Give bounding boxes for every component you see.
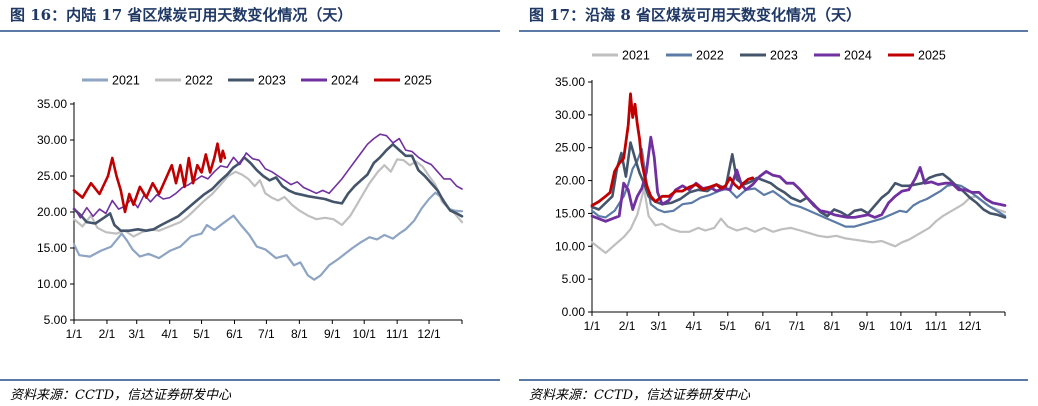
source-rule (519, 379, 1028, 381)
y-tick-label: 5.00 (44, 313, 68, 327)
y-tick-label: 15.00 (555, 206, 585, 220)
legend-label-2023: 2023 (770, 49, 798, 63)
x-tick-label: 3/1 (650, 319, 667, 333)
legend-label-2024: 2024 (331, 74, 359, 88)
x-tick-label: 3/1 (128, 327, 145, 341)
series-line-2025 (590, 92, 755, 207)
y-tick-label: 30.00 (555, 108, 585, 122)
series-line-2021 (590, 187, 1007, 254)
series-line-2023 (72, 143, 464, 232)
y-tick-label: 25.00 (555, 141, 585, 155)
x-tick-label: 7/1 (258, 327, 275, 341)
title-rule (0, 30, 500, 32)
x-tick-label: 2/1 (99, 327, 116, 341)
series-line-2024 (73, 133, 463, 219)
legend-label-2021: 2021 (622, 49, 650, 63)
y-tick-label: 5.00 (562, 272, 586, 286)
legend-label-2025: 2025 (918, 49, 946, 63)
left-chart-panel: 图 16：内陆 17 省区煤炭可用天数变化情况（天） 2021 2022 2023 2… (0, 0, 500, 406)
x-tick-label: 6/1 (755, 319, 772, 333)
y-tick-label: 20.00 (37, 205, 67, 219)
x-tick-label: 2/1 (619, 319, 636, 333)
inland-coal-days-chart: 2021 2022 2023 2024 2025 5.00 10.00 15.00 20.00 2… (37, 74, 464, 341)
source-rule (0, 379, 500, 381)
x-tick-label: 9/1 (324, 327, 341, 341)
figure-title: 图 16：内陆 17 省区煤炭可用天数变化情况（天） (10, 6, 353, 24)
x-tick-label: 11/1 (386, 327, 409, 341)
y-tick-label: 15.00 (37, 241, 67, 255)
source-note: 资料来源：CCTD，信达证券研发中心 (529, 388, 750, 403)
x-tick-label: 4/1 (161, 327, 178, 341)
y-tick-label: 10.00 (555, 239, 585, 253)
x-tick-label: 8/1 (291, 327, 308, 341)
figure-title: 图 17：沿海 8 省区煤炭可用天数变化情况（天） (529, 6, 861, 24)
x-tick-label: 5/1 (193, 327, 210, 341)
x-tick-label: 6/1 (226, 327, 243, 341)
legend-label-2025: 2025 (404, 74, 432, 88)
x-tick-label: 8/1 (824, 319, 841, 333)
x-tick-label: 4/1 (685, 319, 702, 333)
x-tick-label: 10/1 (889, 319, 913, 333)
y-tick-label: 10.00 (37, 277, 67, 291)
y-tick-label: 0.00 (562, 305, 586, 319)
x-tick-label: 11/1 (925, 319, 948, 333)
x-tick-label: 5/1 (719, 319, 736, 333)
series-line-2024 (590, 135, 1007, 223)
legend-label-2022: 2022 (696, 49, 724, 63)
y-tick-label: 25.00 (37, 169, 67, 183)
x-tick-label: 12/1 (958, 319, 982, 333)
y-tick-label: 30.00 (37, 133, 67, 147)
x-tick-label: 7/1 (788, 319, 805, 333)
source-note: 资料来源：CCTD，信达证券研发中心 (10, 388, 231, 403)
y-tick-label: 20.00 (555, 174, 585, 188)
x-tick-label: 10/1 (353, 327, 377, 341)
x-tick-label: 12/1 (417, 327, 441, 341)
series-line-2025 (72, 142, 227, 214)
series-line-2021 (72, 191, 464, 281)
x-tick-label: 1/1 (584, 319, 601, 333)
coastal-coal-days-chart: 2021 2022 2023 2024 2025 0.00 5.00 10.00 15.00 20… (555, 49, 1007, 333)
series-line-2023 (590, 141, 1007, 219)
y-tick-label: 35.00 (37, 97, 67, 111)
legend-label-2024: 2024 (844, 49, 872, 63)
y-tick-label: 35.00 (555, 75, 585, 89)
legend-label-2023: 2023 (258, 74, 286, 88)
title-rule (519, 30, 1028, 32)
legend-label-2021: 2021 (112, 74, 140, 88)
legend-label-2022: 2022 (185, 74, 213, 88)
x-tick-label: 9/1 (859, 319, 876, 333)
x-tick-label: 1/1 (66, 327, 83, 341)
right-chart-panel: 图 17：沿海 8 省区煤炭可用天数变化情况（天） 2021 2022 2023 20… (519, 0, 1028, 406)
